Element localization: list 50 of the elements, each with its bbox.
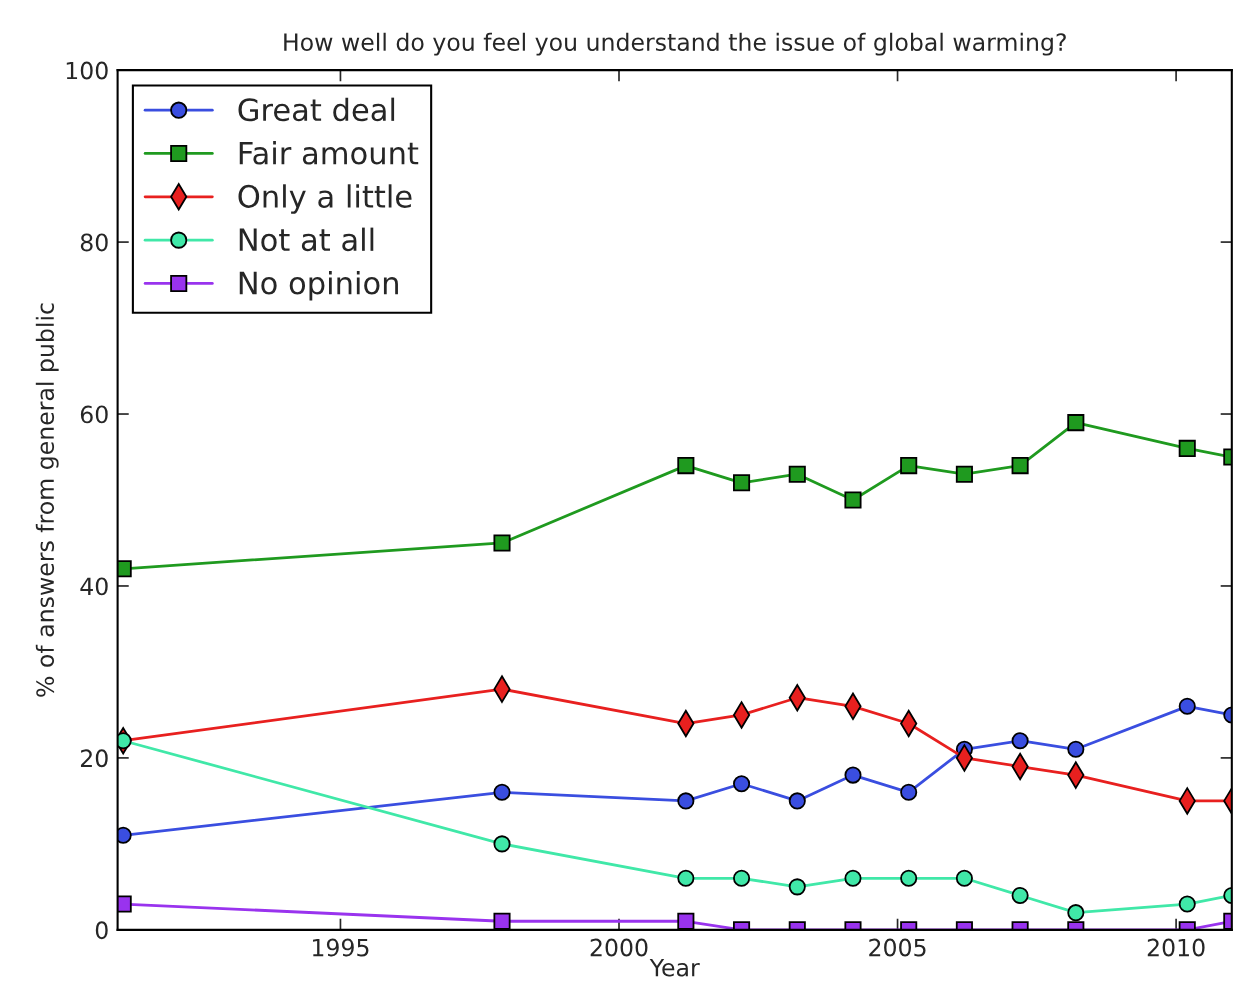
point [1067, 904, 1085, 922]
x-tick-label: 1995 [313, 938, 369, 957]
y-tick-label: 0 [95, 921, 108, 940]
point [1178, 895, 1196, 913]
point [493, 783, 511, 801]
point [677, 457, 695, 475]
point [733, 869, 751, 887]
point [677, 869, 695, 887]
legend-label: Fair amount [239, 140, 419, 165]
point [844, 491, 862, 509]
point [788, 465, 806, 483]
point [677, 912, 695, 930]
y-tick-label: 60 [80, 405, 108, 424]
point [955, 869, 973, 887]
x-tick-label: 2010 [1147, 938, 1205, 957]
y-tick-label: 100 [66, 61, 108, 80]
legend-label: Not at all [239, 227, 374, 252]
point [844, 766, 862, 784]
point [788, 878, 806, 896]
point [1178, 439, 1196, 457]
legend-label: Great deal [238, 97, 395, 122]
legend-label: No opinion [239, 270, 398, 301]
point [1011, 457, 1029, 475]
point [900, 869, 918, 887]
point [900, 783, 918, 801]
point [493, 912, 511, 930]
point [844, 869, 862, 887]
point [733, 775, 751, 793]
point [1011, 732, 1029, 750]
point [493, 835, 511, 853]
point [677, 792, 695, 810]
point [955, 465, 973, 483]
x-tick-label: 2005 [869, 938, 926, 957]
point [1067, 414, 1085, 432]
legend-label: Only a little [238, 184, 412, 214]
chart-title: How well do you feel you understand the issue of global warming? [284, 32, 1066, 56]
point [1178, 697, 1196, 715]
x-tick-label: 2000 [590, 938, 648, 957]
y-tick-label: 20 [80, 749, 108, 768]
point [117, 895, 132, 913]
y-tick-label: 40 [80, 577, 108, 596]
y-tick-label: 80 [80, 233, 108, 252]
x-axis-title: Year [649, 958, 700, 977]
point [1011, 886, 1029, 905]
y-axis-title: % of answers from general public [35, 303, 59, 697]
point [493, 534, 511, 552]
point [733, 474, 751, 492]
point [788, 792, 806, 810]
point [900, 457, 918, 475]
point [1067, 740, 1085, 758]
